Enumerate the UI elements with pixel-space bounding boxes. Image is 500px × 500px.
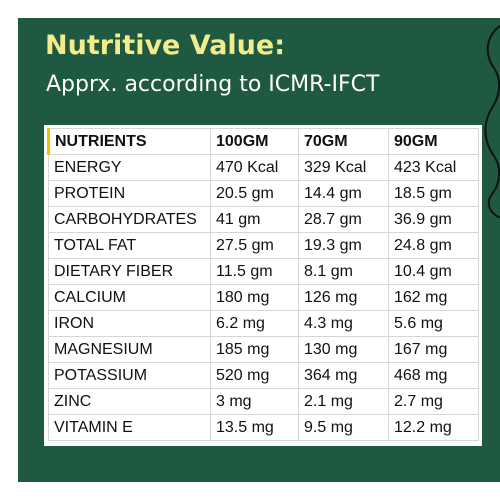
column-header: 100GM [210, 128, 299, 155]
table-row: VITAMIN E 13.5 mg 9.5 mg 12.2 mg [48, 414, 479, 441]
nutrient-name: ZINC [48, 388, 211, 415]
table-cell: 27.5 gm [210, 232, 299, 259]
table-cell: 180 mg [210, 284, 299, 311]
table-cell: 11.5 gm [210, 258, 299, 285]
table-cell: 364 mg [298, 362, 389, 389]
table-cell: 185 mg [210, 336, 299, 363]
table-row: CARBOHYDRATES 41 gm 28.7 gm 36.9 gm [48, 206, 479, 233]
table-row: IRON 6.2 mg 4.3 mg 5.6 mg [48, 310, 479, 337]
table-row: CALCIUM 180 mg 126 mg 162 mg [48, 284, 479, 311]
table-cell: 126 mg [298, 284, 389, 311]
table-cell: 8.1 gm [298, 258, 389, 285]
table-cell: 13.5 mg [210, 414, 299, 441]
table-row: PROTEIN 20.5 gm 14.4 gm 18.5 gm [48, 180, 479, 207]
table-cell: 10.4 gm [388, 258, 479, 285]
nutrient-name: POTASSIUM [48, 362, 211, 389]
nutrient-name: TOTAL FAT [48, 232, 211, 259]
table-cell: 19.3 gm [298, 232, 389, 259]
table-cell: 41 gm [210, 206, 299, 233]
table-cell: 162 mg [388, 284, 479, 311]
decorative-squiggle-icon [484, 25, 500, 218]
table-cell: 5.6 mg [388, 310, 479, 337]
table-cell: 4.3 mg [298, 310, 389, 337]
table-row: MAGNESIUM 185 mg 130 mg 167 mg [48, 336, 479, 363]
table-cell: 2.7 mg [388, 388, 479, 415]
page-subtitle: Apprx. according to ICMR-IFCT [46, 72, 380, 97]
table-cell: 3 mg [210, 388, 299, 415]
nutrient-name: DIETARY FIBER [48, 258, 211, 285]
nutrient-name: CALCIUM [48, 284, 211, 311]
nutrient-name: CARBOHYDRATES [48, 206, 211, 233]
table-cell: 18.5 gm [388, 180, 479, 207]
table-cell: 167 mg [388, 336, 479, 363]
table-cell: 468 mg [388, 362, 479, 389]
nutrition-table-container: NUTRIENTS 100GM 70GM 90GM ENERGY 470 Kca… [44, 125, 482, 446]
table-cell: 24.8 gm [388, 232, 479, 259]
nutrient-name: VITAMIN E [48, 414, 211, 441]
table-cell: 36.9 gm [388, 206, 479, 233]
table-cell: 20.5 gm [210, 180, 299, 207]
table-cell: 6.2 mg [210, 310, 299, 337]
table-cell: 130 mg [298, 336, 389, 363]
nutrient-name: MAGNESIUM [48, 336, 211, 363]
table-cell: 470 Kcal [210, 154, 299, 181]
nutrient-name: IRON [48, 310, 211, 337]
table-row: DIETARY FIBER 11.5 gm 8.1 gm 10.4 gm [48, 258, 479, 285]
nutrition-table: NUTRIENTS 100GM 70GM 90GM ENERGY 470 Kca… [47, 128, 479, 441]
table-row: POTASSIUM 520 mg 364 mg 468 mg [48, 362, 479, 389]
table-cell: 14.4 gm [298, 180, 389, 207]
nutrient-name: PROTEIN [48, 180, 211, 207]
nutrient-name: ENERGY [48, 154, 211, 181]
table-cell: 329 Kcal [298, 154, 389, 181]
table-header-row: NUTRIENTS 100GM 70GM 90GM [47, 128, 479, 155]
table-cell: 520 mg [210, 362, 299, 389]
table-cell: 9.5 mg [298, 414, 389, 441]
page-title: Nutritive Value: [45, 30, 285, 61]
table-cell: 12.2 mg [388, 414, 479, 441]
table-row: ZINC 3 mg 2.1 mg 2.7 mg [48, 388, 479, 415]
column-header: NUTRIENTS [47, 128, 211, 155]
column-header: 90GM [388, 128, 479, 155]
table-row: TOTAL FAT 27.5 gm 19.3 gm 24.8 gm [48, 232, 479, 259]
nutrition-card: Nutritive Value: Apprx. according to ICM… [18, 18, 500, 482]
table-cell: 2.1 mg [298, 388, 389, 415]
table-row: ENERGY 470 Kcal 329 Kcal 423 Kcal [48, 154, 479, 181]
column-header: 70GM [298, 128, 389, 155]
table-cell: 423 Kcal [388, 154, 479, 181]
table-cell: 28.7 gm [298, 206, 389, 233]
